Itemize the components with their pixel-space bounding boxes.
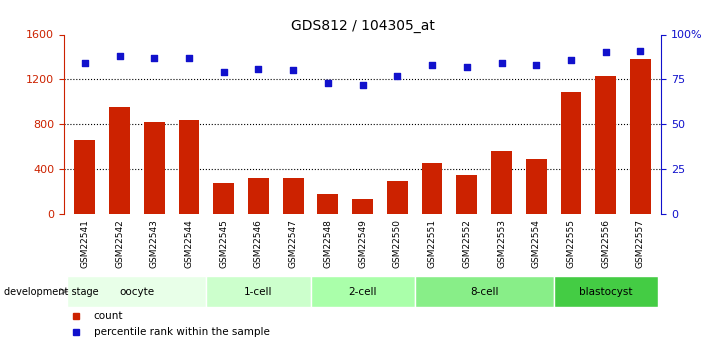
Text: GSM22552: GSM22552 <box>462 219 471 268</box>
Text: development stage: development stage <box>4 287 98 296</box>
Text: oocyte: oocyte <box>119 287 154 296</box>
Bar <box>109 107 130 214</box>
Point <box>357 82 368 88</box>
Text: GSM22544: GSM22544 <box>184 219 193 268</box>
Point <box>149 55 160 61</box>
Point <box>114 53 125 59</box>
Text: 1-cell: 1-cell <box>244 287 273 296</box>
Text: GSM22555: GSM22555 <box>567 219 575 268</box>
Text: GSM22554: GSM22554 <box>532 219 541 268</box>
Text: GSM22550: GSM22550 <box>393 219 402 268</box>
Bar <box>595 76 616 214</box>
Point <box>565 57 577 62</box>
Point <box>287 68 299 73</box>
Bar <box>311 276 415 307</box>
Point <box>496 60 507 66</box>
Text: percentile rank within the sample: percentile rank within the sample <box>94 327 269 337</box>
Title: GDS812 / 104305_at: GDS812 / 104305_at <box>291 19 434 33</box>
Bar <box>415 276 554 307</box>
Text: GSM22549: GSM22549 <box>358 219 367 268</box>
Text: GSM22557: GSM22557 <box>636 219 645 268</box>
Point <box>183 55 195 61</box>
Text: GSM22543: GSM22543 <box>150 219 159 268</box>
Point <box>322 80 333 86</box>
Bar <box>144 122 165 214</box>
Bar <box>491 151 512 214</box>
Bar <box>75 140 95 214</box>
Bar <box>554 276 658 307</box>
Point <box>600 50 611 55</box>
Bar <box>560 92 582 214</box>
Text: GSM22548: GSM22548 <box>324 219 332 268</box>
Bar <box>283 178 304 214</box>
Bar <box>422 164 442 214</box>
Text: GSM22551: GSM22551 <box>427 219 437 268</box>
Bar <box>248 178 269 214</box>
Bar <box>68 276 206 307</box>
Bar <box>318 194 338 214</box>
Bar <box>352 199 373 214</box>
Point <box>252 66 264 71</box>
Text: GSM22541: GSM22541 <box>80 219 90 268</box>
Point <box>392 73 403 79</box>
Text: GSM22542: GSM22542 <box>115 219 124 268</box>
Point <box>427 62 438 68</box>
Text: 2-cell: 2-cell <box>348 287 377 296</box>
Point <box>218 69 230 75</box>
Text: 8-cell: 8-cell <box>470 287 498 296</box>
Text: GSM22553: GSM22553 <box>497 219 506 268</box>
Bar <box>178 120 199 214</box>
Point <box>461 64 473 70</box>
Text: GSM22545: GSM22545 <box>219 219 228 268</box>
Text: GSM22546: GSM22546 <box>254 219 263 268</box>
Point <box>79 60 90 66</box>
Point <box>635 48 646 53</box>
Bar <box>206 276 311 307</box>
Point <box>530 62 542 68</box>
Bar <box>630 59 651 214</box>
Text: GSM22556: GSM22556 <box>602 219 610 268</box>
Text: blastocyst: blastocyst <box>579 287 632 296</box>
Text: GSM22547: GSM22547 <box>289 219 298 268</box>
Bar <box>387 181 407 214</box>
Text: count: count <box>94 312 123 321</box>
Bar <box>526 159 547 214</box>
Bar <box>213 183 234 214</box>
Bar <box>456 175 477 214</box>
